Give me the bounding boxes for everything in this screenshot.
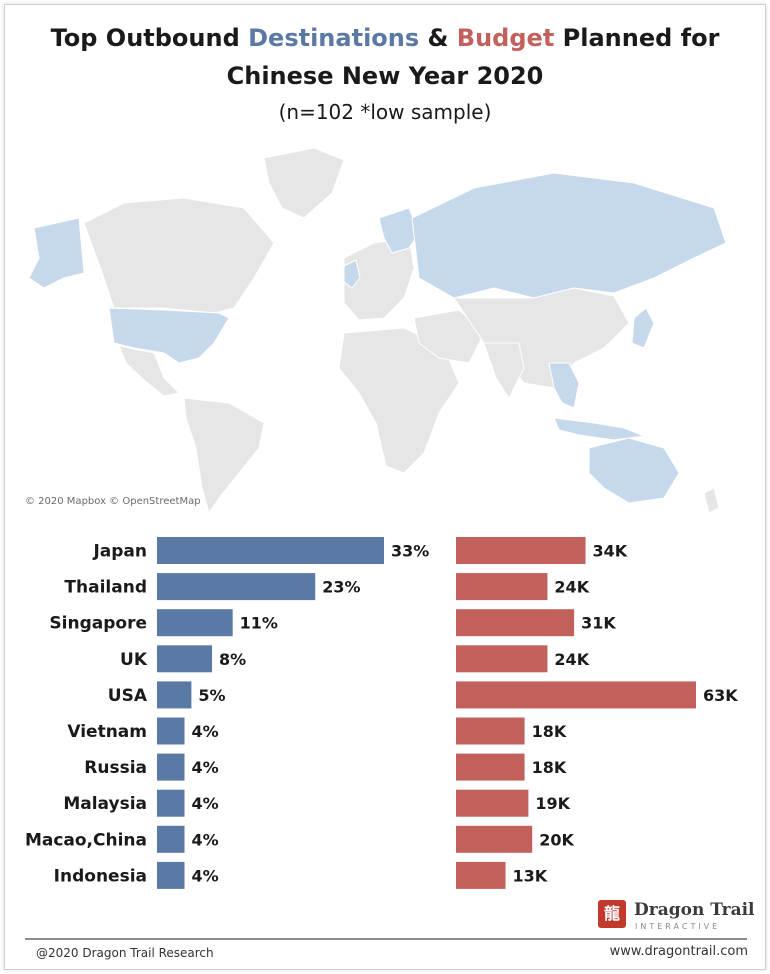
- destination-bar: [157, 753, 185, 781]
- world-map: [28, 148, 727, 515]
- logo-subtitle: INTERACTIVE: [635, 922, 721, 931]
- destination-bar: [157, 645, 213, 673]
- budget-bar: [456, 825, 533, 853]
- footer-copyright: @2020 Dragon Trail Research: [36, 946, 214, 960]
- title-destinations-word: Destinations: [248, 24, 420, 52]
- chart-subtitle: (n=102 *low sample): [278, 100, 492, 124]
- dragon-trail-logo: 龍 Dragon Trail INTERACTIVE: [598, 898, 758, 934]
- budget-value-label: 20K: [539, 830, 574, 849]
- budget-bar: [456, 753, 525, 781]
- map-india: [483, 342, 525, 400]
- category-label: UK: [120, 650, 148, 670]
- category-label: USA: [108, 686, 148, 706]
- destination-bar: [157, 861, 185, 889]
- budget-value-label: 24K: [554, 578, 589, 597]
- map-russia: [411, 172, 727, 299]
- map-uk: [343, 259, 361, 289]
- chart-title-line2: Chinese New Year 2020: [226, 62, 544, 90]
- map-asia: [453, 287, 630, 389]
- category-label: Singapore: [49, 614, 147, 634]
- category-label: Malaysia: [63, 794, 147, 814]
- map-credit: © 2020 Mapbox © OpenStreetMap: [25, 496, 201, 507]
- title-budget-word: Budget: [456, 24, 555, 52]
- category-label: Thailand: [64, 578, 147, 598]
- logo-mark: 龍: [598, 900, 626, 928]
- category-label: Vietnam: [67, 722, 147, 742]
- footer-divider: [25, 938, 747, 940]
- chart-title-line1: Top Outbound Destinations & Budget Plann…: [0, 24, 770, 52]
- map-japan: [631, 307, 655, 349]
- category-label: Macao,China: [25, 830, 147, 850]
- title-text-2: Planned for: [554, 24, 720, 52]
- destination-value-label: 33%: [391, 542, 429, 561]
- destination-value-label: 4%: [192, 758, 219, 777]
- destination-value-label: 4%: [192, 722, 219, 741]
- destination-bar: [157, 573, 316, 601]
- destination-bar: [157, 609, 233, 637]
- map-usa: [108, 307, 230, 364]
- footer-website: www.dragontrail.com: [609, 944, 748, 959]
- map-scandinavia: [378, 207, 420, 254]
- budget-value-label: 13K: [513, 866, 548, 885]
- destination-value-label: 23%: [322, 578, 360, 597]
- map-alaska: [28, 217, 85, 289]
- destination-value-label: 11%: [240, 614, 278, 633]
- destination-bar: [157, 789, 185, 817]
- destination-bar: [157, 825, 185, 853]
- map-middle-east: [413, 309, 485, 364]
- category-label: Indonesia: [54, 866, 147, 886]
- budget-bar: [456, 609, 575, 637]
- title-text-1: Top Outbound: [50, 24, 249, 52]
- budget-bar: [456, 573, 548, 601]
- map-canada: [83, 197, 275, 314]
- map-indonesia: [553, 417, 646, 441]
- destination-value-label: 4%: [192, 794, 219, 813]
- budget-value-label: 24K: [554, 650, 589, 669]
- destination-value-label: 8%: [219, 650, 246, 669]
- map-australia: [588, 437, 680, 504]
- budget-value-label: 18K: [532, 758, 567, 777]
- budget-bar: [456, 537, 586, 564]
- destination-value-label: 4%: [192, 866, 219, 885]
- destination-value-label: 5%: [198, 686, 225, 705]
- map-southeast-asia: [548, 362, 580, 409]
- map-south-america: [183, 397, 265, 515]
- title-ampersand: &: [419, 24, 457, 52]
- budget-bar: [456, 717, 525, 745]
- budget-bar: [456, 681, 696, 709]
- map-greenland: [263, 148, 345, 219]
- budget-value-label: 31K: [581, 614, 616, 633]
- budget-value-label: 63K: [703, 686, 738, 705]
- destination-bar: [157, 681, 192, 709]
- budget-value-label: 19K: [535, 794, 570, 813]
- category-label: Russia: [84, 758, 147, 778]
- destination-value-label: 4%: [192, 830, 219, 849]
- budget-bar: [456, 861, 506, 889]
- category-label: Japan: [92, 542, 147, 562]
- budget-value-label: 34K: [593, 542, 628, 561]
- budget-value-label: 18K: [532, 722, 567, 741]
- destination-bar: [157, 717, 185, 745]
- map-new-zealand: [703, 487, 720, 514]
- map-mexico: [118, 345, 181, 397]
- bar-charts: Japan 33% 34K Thailand 23% 24K Singapore 11% 31K…: [25, 537, 738, 889]
- logo-name: Dragon Trail: [634, 900, 755, 920]
- budget-bar: [456, 789, 529, 817]
- destination-bar: [157, 537, 384, 564]
- budget-bar: [456, 645, 548, 673]
